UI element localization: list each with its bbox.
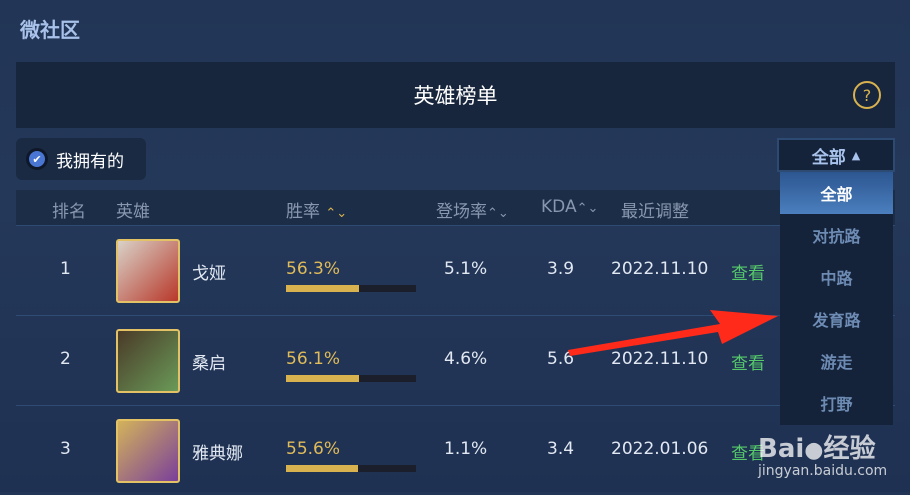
owned-filter-checkbox[interactable]: ✔ 我拥有的 <box>16 138 146 180</box>
position-dropdown[interactable]: 全部 ▲ <box>777 138 895 172</box>
kda: 3.4 <box>547 439 575 459</box>
dropdown-option[interactable]: 打野 <box>820 395 853 414</box>
column-kda[interactable]: KDA⌃⌄ <box>541 197 598 217</box>
rank: 2 <box>60 349 71 369</box>
panel-header: 英雄榜单 ? <box>16 62 895 128</box>
hero-name[interactable]: 雅典娜 <box>192 444 243 464</box>
dropdown-value: 全部 <box>811 147 846 168</box>
hero-name[interactable]: 戈娅 <box>192 264 226 284</box>
win-rate: 55.6% <box>286 439 341 459</box>
dropdown-list: 全部对抗路中路发育路游走打野 <box>780 172 893 425</box>
kda: 5.6 <box>547 349 575 369</box>
question-circle-icon[interactable]: ? <box>853 81 881 109</box>
watermark-logo: Bai●经验 jingyan.baidu.com <box>758 434 888 479</box>
column-updated: 最近调整 <box>621 202 689 222</box>
column-pick-rate[interactable]: 登场率⌃⌄ <box>436 197 509 222</box>
column-hero: 英雄 <box>116 202 150 222</box>
sort-icon: ⌃⌄ <box>325 206 348 221</box>
win-rate-bar <box>286 465 416 472</box>
rank: 3 <box>60 439 71 459</box>
win-rate: 56.3% <box>286 259 341 279</box>
view-link[interactable]: 查看 <box>731 264 765 284</box>
table-header: 排名 英雄 胜率 ⌃⌄ 登场率⌃⌄ KDA⌃⌄ 最近调整 <box>16 190 895 226</box>
page-title: 英雄榜单 <box>413 84 498 108</box>
red-arrow-annotation <box>568 310 778 356</box>
win-rate: 56.1% <box>286 349 341 369</box>
table-row[interactable]: 1 戈娅 56.3% 5.1% 3.9 2022.11.10 查看 <box>16 225 895 315</box>
dropdown-option[interactable]: 对抗路 <box>812 227 861 246</box>
kda: 3.9 <box>547 259 575 279</box>
column-label: 登场率 <box>436 202 487 222</box>
sort-icon: ⌃⌄ <box>576 201 599 216</box>
dropdown-option[interactable]: 全部 <box>780 172 893 214</box>
hero-avatar[interactable] <box>116 329 180 393</box>
hero-name[interactable]: 桑启 <box>192 354 226 374</box>
hero-avatar[interactable] <box>116 239 180 303</box>
updated-date: 2022.01.06 <box>611 439 709 459</box>
rank: 1 <box>60 259 71 279</box>
pick-rate: 1.1% <box>444 439 488 459</box>
column-label: KDA <box>541 197 577 217</box>
pick-rate: 5.1% <box>444 259 488 279</box>
chevron-up-icon: ▲ <box>851 148 861 162</box>
dropdown-option[interactable]: 发育路 <box>812 311 861 330</box>
dropdown-option[interactable]: 中路 <box>820 269 853 288</box>
dropdown-option[interactable]: 游走 <box>820 353 853 372</box>
updated-date: 2022.11.10 <box>611 259 709 279</box>
view-link[interactable]: 查看 <box>731 444 765 464</box>
table-row[interactable]: 2 桑启 56.1% 4.6% 5.6 2022.11.10 查看 <box>16 315 895 405</box>
hero-avatar[interactable] <box>116 419 180 483</box>
view-link[interactable]: 查看 <box>731 354 765 374</box>
pick-rate: 4.6% <box>444 349 488 369</box>
column-rank: 排名 <box>52 202 86 222</box>
sort-icon: ⌃⌄ <box>487 206 509 221</box>
column-label: 胜率 <box>286 202 320 222</box>
win-rate-bar <box>286 285 416 292</box>
updated-date: 2022.11.10 <box>611 349 709 369</box>
win-rate-bar <box>286 375 416 382</box>
check-icon: ✔ <box>26 148 48 170</box>
app-title: 微社区 <box>20 18 80 42</box>
column-win-rate[interactable]: 胜率 ⌃⌄ <box>286 197 347 222</box>
table-row[interactable]: 3 雅典娜 55.6% 1.1% 3.4 2022.01.06 查看 <box>16 405 895 495</box>
owned-filter-label: 我拥有的 <box>56 151 124 172</box>
